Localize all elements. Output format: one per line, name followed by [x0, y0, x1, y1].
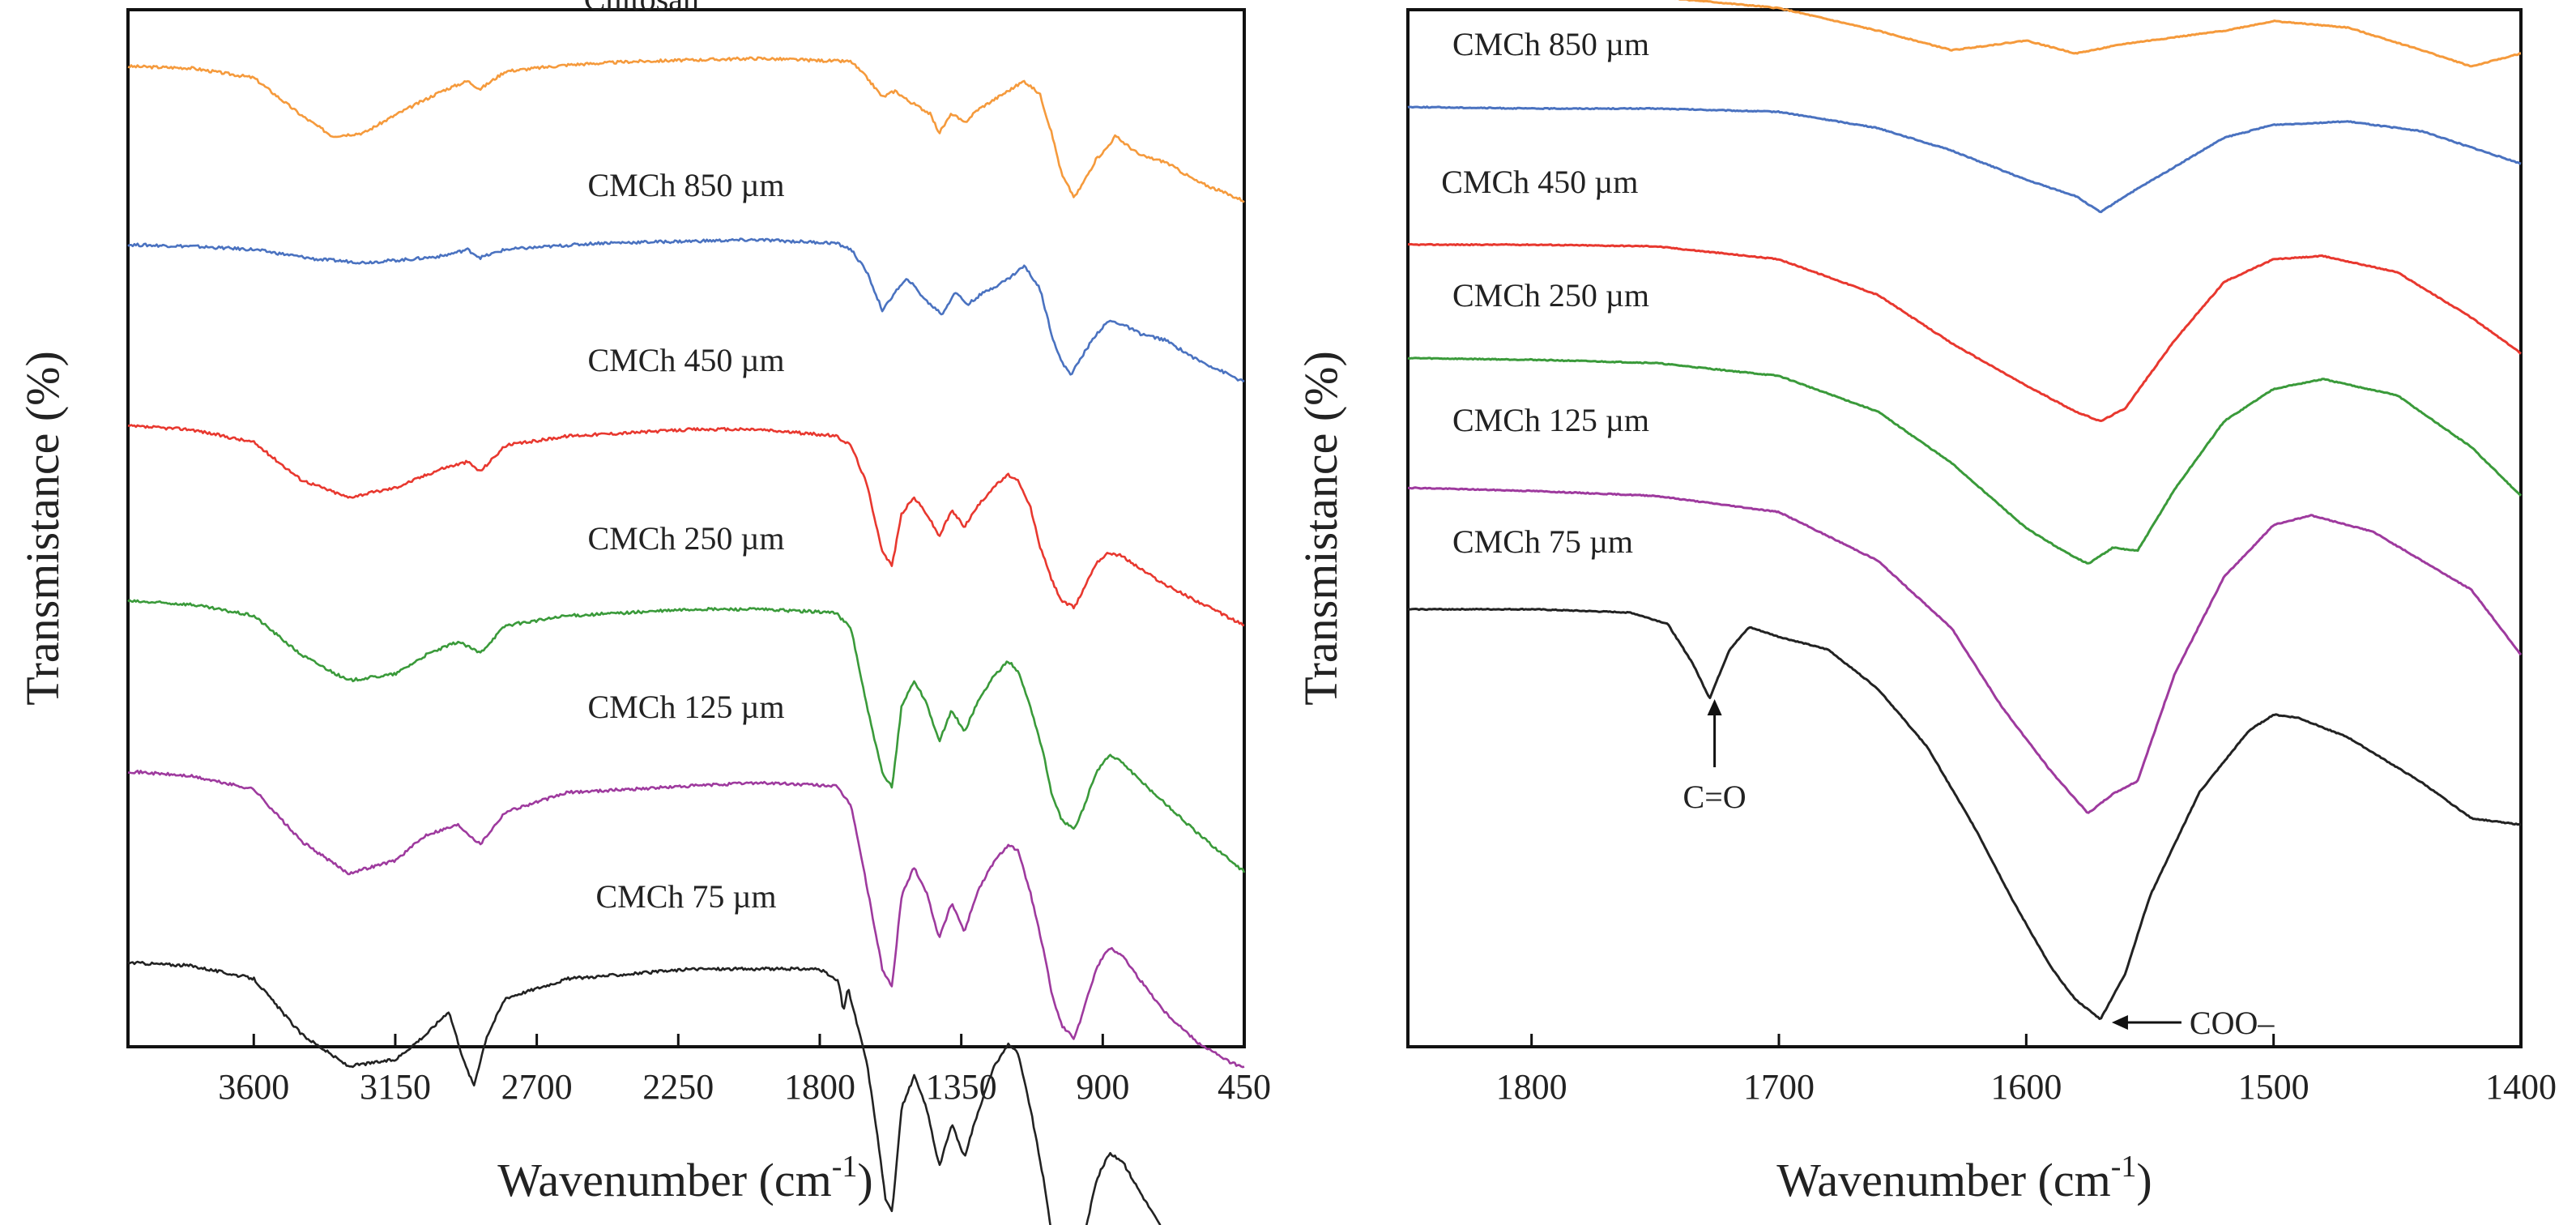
series-line-cmch-250-m — [1407, 356, 2523, 565]
x-tick-label: 1400 — [2485, 1067, 2557, 1107]
annotation-coo: COO– — [2190, 1005, 2275, 1041]
series-line-cmch-75-m — [1407, 607, 2522, 1020]
series-label: CMCh 75 µm — [1452, 523, 1633, 560]
left-plot-frame — [126, 8, 1246, 1048]
x-tick-label: 1800 — [1496, 1067, 1567, 1107]
left-x-axis-title-sup: -1 — [832, 1150, 858, 1184]
series-line-cmch-850-m — [1407, 105, 2522, 214]
right-annotations: C=O COO– — [1683, 699, 2275, 1041]
series-label: CMCh 850 µm — [587, 167, 784, 203]
series-line-cmch-450-m — [127, 424, 1245, 627]
right-y-axis-title: Transmistance (%) — [1294, 351, 1347, 706]
x-tick-label: 1800 — [784, 1067, 855, 1107]
left-y-axis-title: Transmistance (%) — [16, 351, 69, 706]
x-tick-label: 900 — [1076, 1067, 1129, 1107]
series-label: CMCh 450 µm — [587, 342, 784, 378]
left-series-group — [127, 56, 1246, 1225]
right-x-ticks: 1800 1700 1600 1500 1400 — [1496, 1034, 2557, 1107]
right-plot-frame — [1406, 8, 2523, 1048]
x-tick-label: 450 — [1218, 1067, 1271, 1107]
series-label: CMCh 125 µm — [1452, 402, 1649, 438]
series-label: CMCh 250 µm — [587, 520, 784, 557]
series-line-cmch-125-m — [127, 770, 1245, 1069]
series-line-cmch-125-m — [1407, 486, 2523, 814]
right-series-group — [1407, 0, 2523, 1020]
x-tick-label: 1700 — [1743, 1067, 1815, 1107]
series-line-cmch-75-m — [127, 960, 1162, 1225]
series-label: Chitosan — [584, 0, 699, 17]
x-tick-label: 2700 — [501, 1067, 573, 1107]
series-line-cmch-850-m — [127, 237, 1245, 383]
x-tick-label: 1600 — [1990, 1067, 2062, 1107]
left-x-axis-title-main: Wavenumber (cm — [497, 1154, 831, 1206]
left-x-axis-title-close: ) — [857, 1154, 872, 1206]
series-line-chitosan — [1674, 0, 2522, 68]
series-line-chitosan — [127, 56, 1245, 203]
right-x-axis-title-main: Wavenumber (cm — [1776, 1154, 2110, 1206]
x-tick-label: 1500 — [2238, 1067, 2309, 1107]
annotation-co: C=O — [1683, 779, 1746, 815]
series-label: CMCh 75 µm — [595, 878, 776, 915]
series-line-cmch-450-m — [1407, 242, 2522, 422]
x-tick-label: 1350 — [926, 1067, 997, 1107]
x-tick-label: 3150 — [360, 1067, 431, 1107]
right-x-axis-title: Wavenumber (cm-1) — [1776, 1150, 2152, 1206]
series-label: CMCh 125 µm — [587, 689, 784, 725]
right-x-axis-title-sup: -1 — [2111, 1150, 2137, 1184]
x-tick-label: 3600 — [218, 1067, 289, 1107]
right-x-axis-title-close: ) — [2136, 1154, 2152, 1206]
series-line-cmch-250-m — [127, 599, 1246, 873]
left-x-ticks: 3600 3150 2700 2250 1800 1350 900 450 — [218, 1034, 1271, 1107]
x-tick-label: 2250 — [642, 1067, 714, 1107]
left-x-axis-title: Wavenumber (cm-1) — [497, 1150, 872, 1206]
series-label: CMCh 450 µm — [1441, 164, 1638, 200]
coo-arrow-head — [2111, 1015, 2128, 1030]
co-arrow-head — [1707, 699, 1722, 715]
series-label: CMCh 850 µm — [1452, 26, 1649, 62]
series-label: CMCh 250 µm — [1452, 277, 1649, 314]
left-series-labels: Chitosan CMCh 850 µm CMCh 450 µm CMCh 250 µ… — [584, 0, 785, 915]
